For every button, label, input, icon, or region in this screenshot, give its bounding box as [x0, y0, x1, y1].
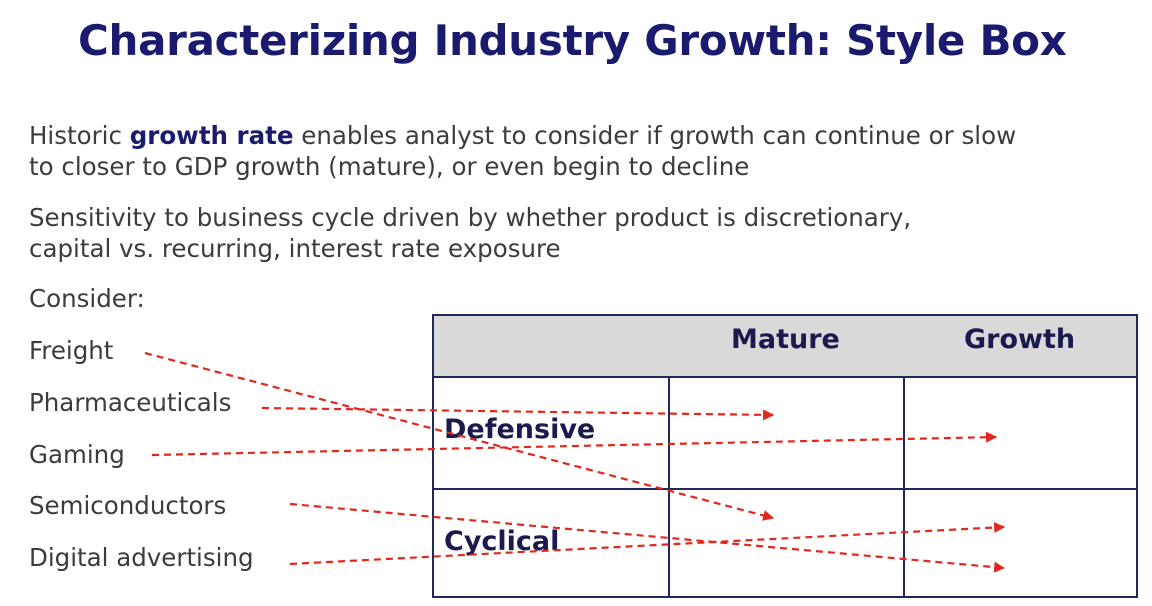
paragraph-line: Sensitivity to business cycle driven by …	[29, 203, 912, 232]
paragraph-prefix: Historic	[29, 121, 130, 150]
growth-rate-term: growth rate	[129, 121, 294, 150]
consider-label: Consider:	[29, 284, 145, 313]
page-title: Characterizing Industry Growth: Style Bo…	[78, 16, 1067, 65]
row-label-defensive: Defensive	[444, 414, 596, 445]
column-header-growth: Growth	[964, 324, 1076, 355]
industry-semiconductors: Semiconductors	[29, 491, 227, 520]
paragraph-line: to closer to GDP growth (mature), or eve…	[29, 152, 750, 181]
sensitivity-paragraph: Sensitivity to business cycle driven by …	[29, 202, 911, 264]
industry-pharmaceuticals: Pharmaceuticals	[29, 388, 232, 417]
paragraph-line: capital vs. recurring, interest rate exp…	[29, 234, 561, 263]
grid-divider	[668, 376, 670, 596]
industry-digital-advertising: Digital advertising	[29, 543, 254, 572]
growth-rate-paragraph: Historic growth rate enables analyst to …	[29, 120, 1016, 182]
paragraph-line: Historic growth rate enables analyst to …	[29, 120, 1016, 151]
grid-divider	[434, 488, 1136, 490]
industry-freight: Freight	[29, 336, 114, 365]
industry-gaming: Gaming	[29, 440, 125, 469]
paragraph-rest: enables analyst to consider if growth ca…	[293, 121, 1017, 150]
column-header-mature: Mature	[731, 324, 840, 355]
row-label-cyclical: Cyclical	[444, 526, 560, 557]
style-box-grid: Mature Growth Defensive Cyclical	[432, 314, 1138, 598]
grid-divider	[903, 376, 905, 596]
